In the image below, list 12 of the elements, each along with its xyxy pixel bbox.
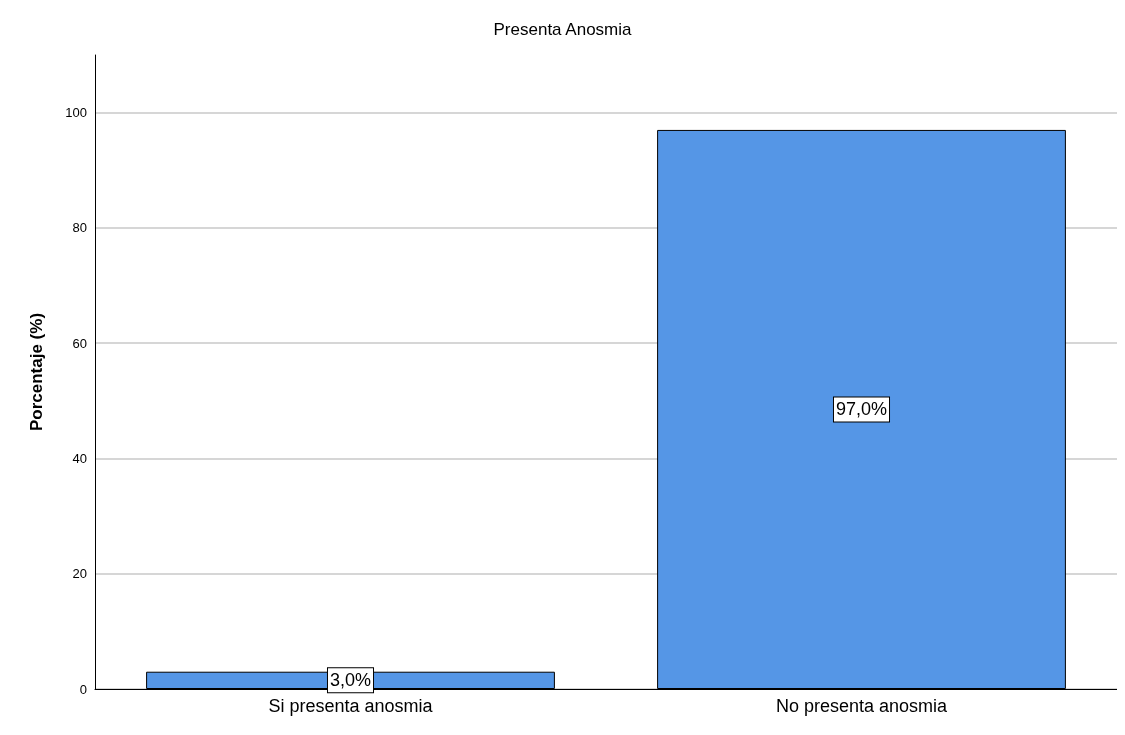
- y-tick-label: 40: [72, 450, 87, 466]
- data-label: 97,0%: [835, 399, 888, 420]
- y-tick-label: 0: [79, 681, 87, 697]
- x-tick-label: No presenta anosmia: [775, 696, 949, 716]
- y-tick-label: 20: [72, 566, 87, 582]
- y-tick-label: 60: [72, 335, 87, 351]
- y-axis-title: Porcentaje (%): [27, 312, 46, 432]
- x-tick-label: Si presenta anosmia: [268, 696, 434, 716]
- chart-title: Presenta Anosmia: [493, 20, 633, 39]
- y-tick-label: 100: [65, 105, 87, 121]
- y-tick-label: 80: [72, 220, 87, 236]
- data-label: 3,0%: [329, 670, 372, 691]
